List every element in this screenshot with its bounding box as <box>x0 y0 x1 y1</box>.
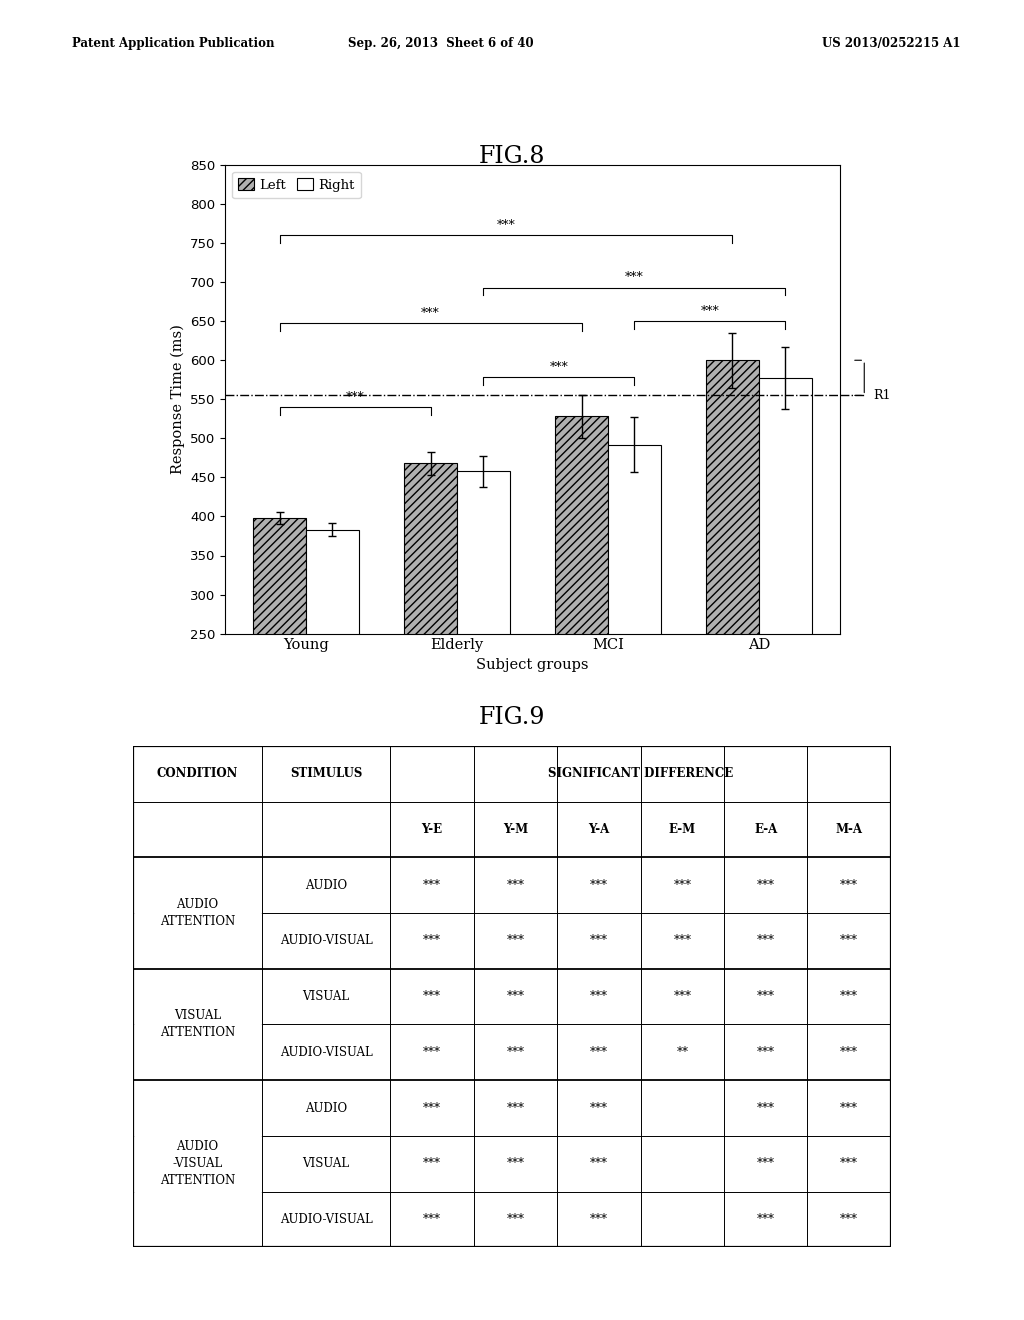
X-axis label: Subject groups: Subject groups <box>476 657 589 672</box>
Text: ***: *** <box>625 272 644 285</box>
Text: ***: *** <box>507 879 524 891</box>
Text: ***: *** <box>840 1045 858 1059</box>
Bar <box>707 360 759 829</box>
Bar <box>759 379 812 829</box>
Text: E-M: E-M <box>669 822 696 836</box>
Text: ***: *** <box>421 306 440 319</box>
Text: VISUAL
ATTENTION: VISUAL ATTENTION <box>160 1010 236 1039</box>
Text: Patent Application Publication: Patent Application Publication <box>72 37 274 50</box>
Text: ***: *** <box>423 1213 441 1226</box>
Text: ***: *** <box>507 1213 524 1226</box>
Text: ***: *** <box>757 1102 775 1114</box>
Text: SIGNIFICANT DIFFERENCE: SIGNIFICANT DIFFERENCE <box>548 767 733 780</box>
Text: ***: *** <box>590 1045 608 1059</box>
Text: ***: *** <box>550 362 568 375</box>
Text: ***: *** <box>590 879 608 891</box>
Text: ***: *** <box>757 1213 775 1226</box>
Text: ***: *** <box>590 935 608 948</box>
Text: FIG.8: FIG.8 <box>479 145 545 168</box>
Text: VISUAL: VISUAL <box>302 1158 349 1171</box>
Text: ***: *** <box>507 1102 524 1114</box>
Text: AUDIO-VISUAL: AUDIO-VISUAL <box>280 1213 373 1226</box>
Text: ***: *** <box>497 219 515 232</box>
Text: ***: *** <box>757 935 775 948</box>
Text: Y-A: Y-A <box>588 822 609 836</box>
Text: AUDIO-VISUAL: AUDIO-VISUAL <box>280 1045 373 1059</box>
Text: ***: *** <box>674 935 691 948</box>
Text: ***: *** <box>590 1213 608 1226</box>
Text: ***: *** <box>590 1158 608 1171</box>
Text: STIMULUS: STIMULUS <box>290 767 362 780</box>
Text: ***: *** <box>757 1158 775 1171</box>
Text: AUDIO
ATTENTION: AUDIO ATTENTION <box>160 898 236 928</box>
Text: ***: *** <box>757 1045 775 1059</box>
Bar <box>253 517 306 829</box>
Text: Y-M: Y-M <box>503 822 528 836</box>
Text: ***: *** <box>840 1102 858 1114</box>
Bar <box>306 529 358 829</box>
Bar <box>404 463 457 829</box>
Text: ***: *** <box>840 1213 858 1226</box>
Text: ***: *** <box>840 935 858 948</box>
Text: ***: *** <box>423 1045 441 1059</box>
Text: ***: *** <box>507 935 524 948</box>
Text: ***: *** <box>840 879 858 891</box>
Text: ***: *** <box>700 305 719 318</box>
Text: US 2013/0252215 A1: US 2013/0252215 A1 <box>821 37 961 50</box>
Text: ***: *** <box>346 391 365 404</box>
Text: ***: *** <box>423 935 441 948</box>
Text: CONDITION: CONDITION <box>157 767 239 780</box>
Text: ***: *** <box>840 990 858 1003</box>
Text: ***: *** <box>757 879 775 891</box>
Text: ***: *** <box>507 1045 524 1059</box>
Text: ***: *** <box>674 990 691 1003</box>
Text: ***: *** <box>757 990 775 1003</box>
Text: **: ** <box>676 1045 688 1059</box>
Text: ***: *** <box>423 1102 441 1114</box>
Legend: Left, Right: Left, Right <box>231 172 361 198</box>
Text: FIG.9: FIG.9 <box>479 706 545 729</box>
Text: ***: *** <box>507 990 524 1003</box>
Text: E-A: E-A <box>754 822 777 836</box>
Text: Sep. 26, 2013  Sheet 6 of 40: Sep. 26, 2013 Sheet 6 of 40 <box>347 37 534 50</box>
Text: Y-E: Y-E <box>422 822 442 836</box>
Text: ***: *** <box>590 1102 608 1114</box>
Text: AUDIO
-VISUAL
ATTENTION: AUDIO -VISUAL ATTENTION <box>160 1140 236 1187</box>
Text: ***: *** <box>590 990 608 1003</box>
Text: ***: *** <box>507 1158 524 1171</box>
Text: ***: *** <box>423 879 441 891</box>
Bar <box>608 445 660 829</box>
Text: ***: *** <box>423 990 441 1003</box>
Text: VISUAL: VISUAL <box>302 990 349 1003</box>
Text: R1: R1 <box>873 389 891 401</box>
Y-axis label: Response Time (ms): Response Time (ms) <box>170 325 184 474</box>
Text: ***: *** <box>423 1158 441 1171</box>
Bar <box>555 417 608 829</box>
Bar <box>457 471 510 829</box>
Text: ***: *** <box>840 1158 858 1171</box>
Text: AUDIO: AUDIO <box>305 1102 347 1114</box>
Text: M-A: M-A <box>836 822 862 836</box>
Text: AUDIO-VISUAL: AUDIO-VISUAL <box>280 935 373 948</box>
Text: AUDIO: AUDIO <box>305 879 347 891</box>
Text: ***: *** <box>674 879 691 891</box>
